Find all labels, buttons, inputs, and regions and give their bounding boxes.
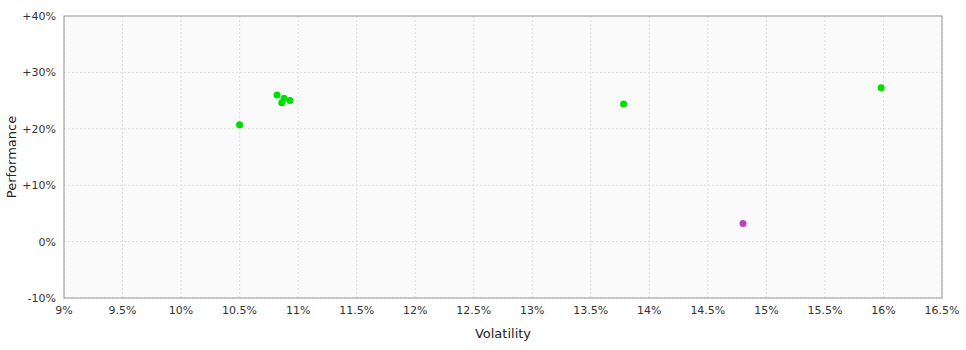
x-tick-label: 16% (871, 304, 895, 317)
y-tick-label: +10% (22, 179, 56, 192)
x-grid-line (649, 16, 650, 298)
x-grid-line (824, 16, 825, 298)
point (236, 121, 243, 128)
x-grid-line (356, 16, 357, 298)
grid (64, 16, 942, 298)
x-tick-label: 13.5% (573, 304, 608, 317)
x-tick-label: 10% (169, 304, 193, 317)
x-tick-label: 12.5% (456, 304, 491, 317)
plot-background (64, 16, 942, 298)
x-tick-label: 15% (754, 304, 778, 317)
x-grid-line (766, 16, 767, 298)
x-grid-line (415, 16, 416, 298)
x-tick-label: 15.5% (807, 304, 842, 317)
point (878, 84, 885, 91)
x-grid-line (239, 16, 240, 298)
point (286, 97, 293, 104)
x-axis-label: Volatility (475, 326, 531, 341)
x-grid-line (298, 16, 299, 298)
y-tick-label: 0% (39, 236, 56, 249)
x-grid-line (532, 16, 533, 298)
y-grid-line (64, 72, 942, 73)
y-tick-label: +30% (22, 66, 56, 79)
tick-labels: 9% 9.5% 10% 10.5% 11% 11.5% 12% 12.5% 13% 13.5% 14… (22, 10, 959, 317)
x-grid-line (181, 16, 182, 298)
x-tick-label: 9.5% (109, 304, 137, 317)
x-grid-line (590, 16, 591, 298)
points (236, 84, 885, 227)
x-tick-label: 11.5% (339, 304, 374, 317)
x-tick-label: 12% (403, 304, 427, 317)
y-grid-line (64, 128, 942, 129)
x-tick-label: 16.5% (925, 304, 960, 317)
plot-frame (64, 16, 942, 298)
x-tick-label: 14.5% (690, 304, 725, 317)
x-tick-label: 10.5% (222, 304, 257, 317)
chart-container: 9% 9.5% 10% 10.5% 11% 11.5% 12% 12.5% 13% 13.5% 14… (0, 0, 966, 350)
y-grid-line (64, 241, 942, 242)
point (739, 220, 746, 227)
point (278, 99, 285, 106)
y-tick-label: +20% (22, 123, 56, 136)
y-axis-label: Performance (4, 116, 19, 198)
series (739, 220, 746, 227)
x-grid-line (707, 16, 708, 298)
chart: 9% 9.5% 10% 10.5% 11% 11.5% 12% 12.5% 13% 13.5% 14… (0, 0, 966, 350)
x-tick-label: 13% (520, 304, 544, 317)
x-grid-line (883, 16, 884, 298)
series (236, 84, 885, 128)
x-grid-line (473, 16, 474, 298)
y-grid-line (64, 185, 942, 186)
y-tick-label: +40% (22, 10, 56, 23)
x-grid-line (122, 16, 123, 298)
y-tick-label: -10% (28, 292, 56, 305)
x-tick-label: 9% (55, 304, 72, 317)
x-tick-label: 11% (286, 304, 310, 317)
point (620, 100, 627, 107)
point (274, 91, 281, 98)
x-tick-label: 14% (637, 304, 661, 317)
